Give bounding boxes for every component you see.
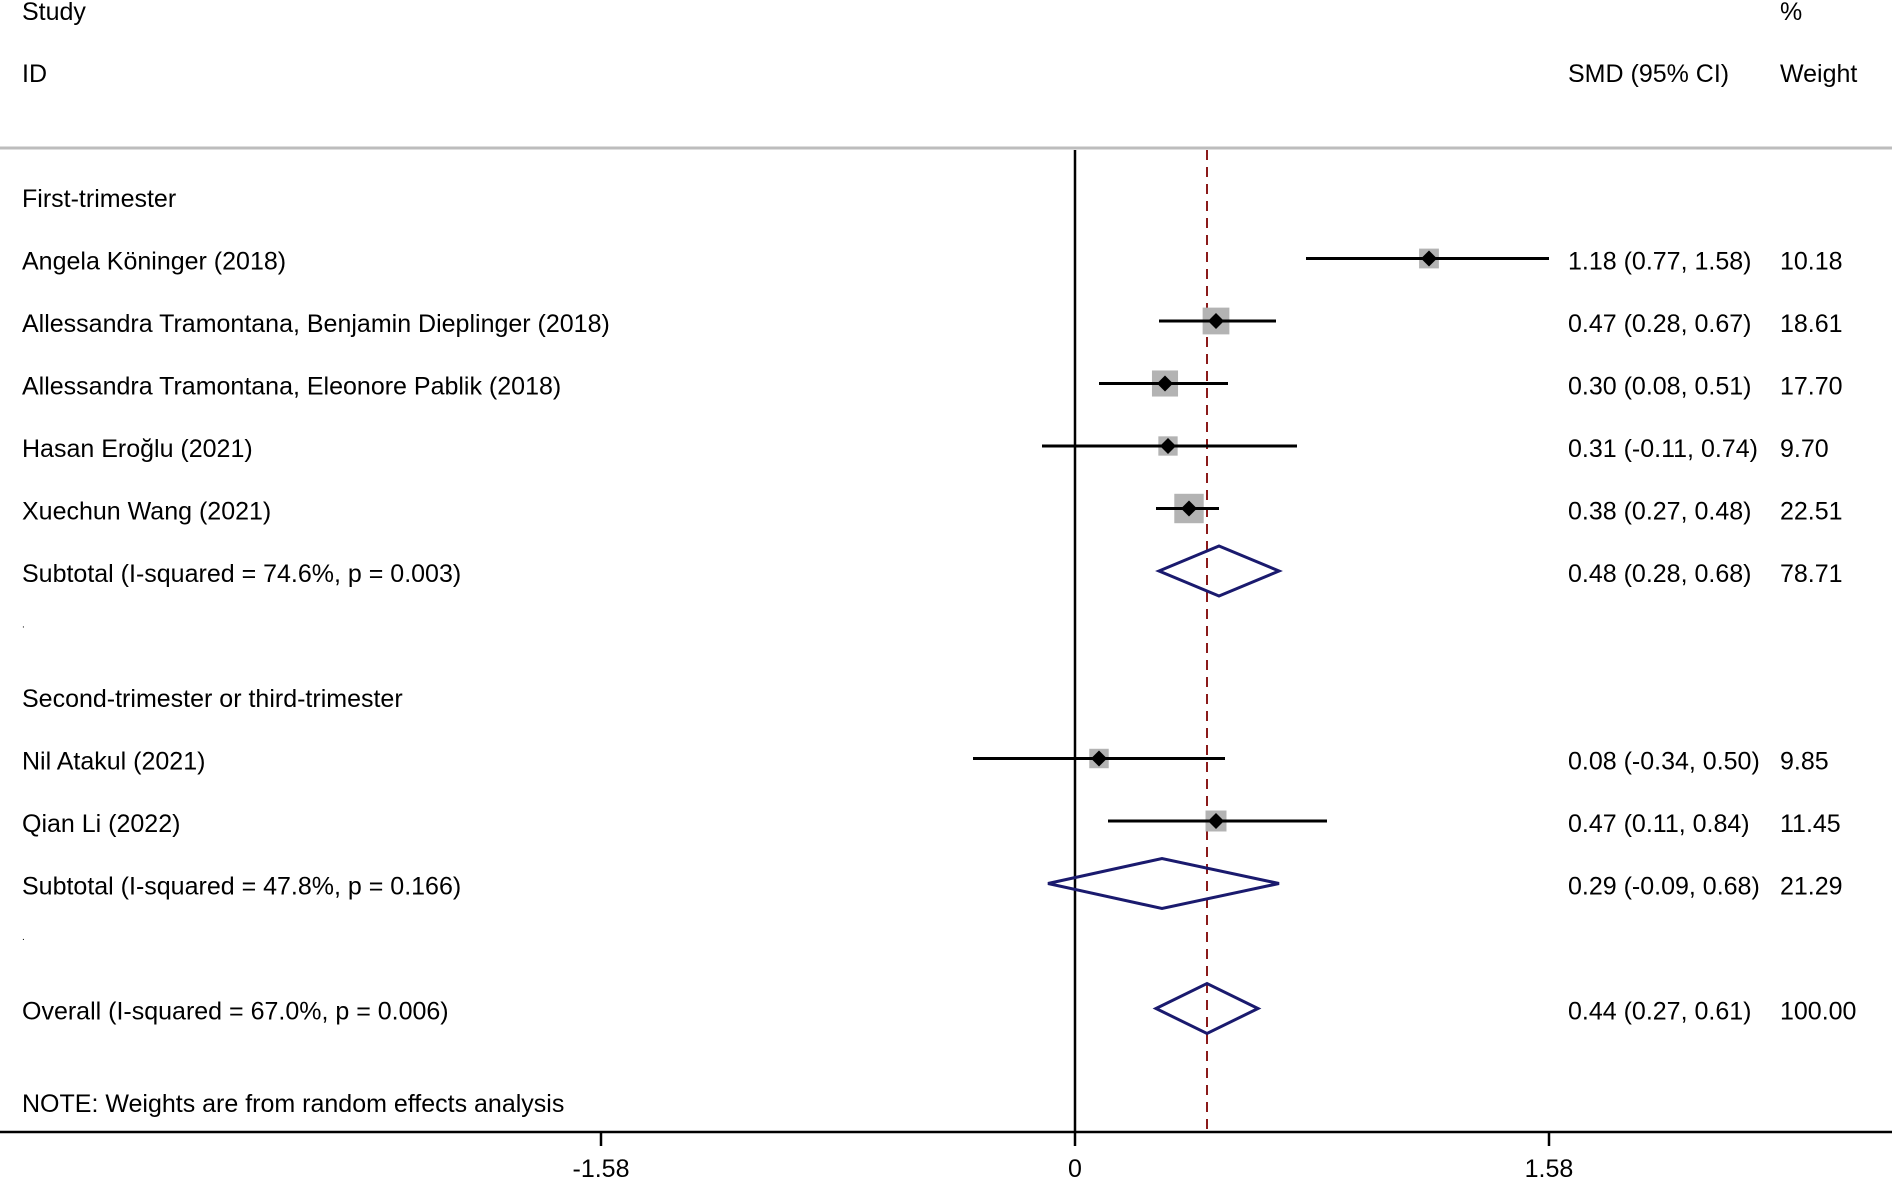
- weight-text: 9.70: [1780, 435, 1829, 463]
- weight-text: 100.00: [1780, 998, 1856, 1026]
- weight-text: 10.18: [1780, 248, 1843, 276]
- study-label: Qian Li (2022): [22, 810, 180, 838]
- header-id-label: ID: [22, 60, 47, 88]
- study-label: Hasan Eroğlu (2021): [22, 435, 253, 463]
- study-label: Nil Atakul (2021): [22, 748, 205, 776]
- overall-diamond: [1152, 981, 1262, 1036]
- header-study-label: Study: [22, 0, 86, 26]
- weight-text: 18.61: [1780, 310, 1843, 338]
- point-estimate-marker: [1091, 750, 1107, 767]
- subtotal-label: Subtotal (I-squared = 47.8%, p = 0.166): [22, 873, 461, 901]
- subtotal-diamond: [1155, 544, 1283, 598]
- x-tick-label: 1.58: [1525, 1155, 1574, 1183]
- row-separator-dot: .: [22, 932, 25, 943]
- point-estimate-marker: [1421, 250, 1437, 267]
- weight-text: 21.29: [1780, 873, 1843, 901]
- effect-ci-text: 0.08 (-0.34, 0.50): [1568, 748, 1760, 776]
- effect-ci-text: 0.44 (0.27, 0.61): [1568, 998, 1751, 1026]
- subtotal-label: Subtotal (I-squared = 74.6%, p = 0.003): [22, 560, 461, 588]
- effect-ci-text: 1.18 (0.77, 1.58): [1568, 248, 1751, 276]
- weight-text: 78.71: [1780, 560, 1843, 588]
- weight-text: 9.85: [1780, 748, 1829, 776]
- overall-label: Overall (I-squared = 67.0%, p = 0.006): [22, 998, 449, 1026]
- study-label: Xuechun Wang (2021): [22, 498, 271, 526]
- effect-ci-text: 0.38 (0.27, 0.48): [1568, 498, 1751, 526]
- study-label: Allessandra Tramontana, Eleonore Pablik …: [22, 373, 561, 401]
- x-tick-label: -1.58: [573, 1155, 630, 1183]
- effect-ci-text: 0.29 (-0.09, 0.68): [1568, 873, 1760, 901]
- weight-text: 11.45: [1780, 810, 1841, 838]
- point-estimate-marker: [1208, 813, 1224, 829]
- note-text: NOTE: Weights are from random effects an…: [22, 1090, 564, 1118]
- header-percent-label: %: [1780, 0, 1802, 26]
- x-axis-ticks: -1.58 0 1.58: [573, 1132, 1574, 1183]
- header-weight-label: Weight: [1780, 60, 1857, 88]
- point-estimate-marker: [1157, 375, 1173, 392]
- weight-text: 17.70: [1780, 373, 1843, 401]
- effect-ci-text: 0.48 (0.28, 0.68): [1568, 560, 1751, 588]
- header-effect-label: SMD (95% CI): [1568, 60, 1729, 88]
- point-estimate-marker: [1208, 313, 1224, 329]
- group-label: First-trimester: [22, 185, 176, 213]
- effect-ci-text: 0.47 (0.28, 0.67): [1568, 310, 1751, 338]
- group-label: Second-trimester or third-trimester: [22, 685, 403, 713]
- study-label: Angela Köninger (2018): [22, 248, 286, 276]
- subtotal-diamond: [1047, 856, 1280, 911]
- x-tick-label: 0: [1068, 1155, 1082, 1183]
- study-label: Allessandra Tramontana, Benjamin Dieplin…: [22, 310, 610, 338]
- forest-rows: First-trimester Angela Köninger (2018) 1.1…: [22, 150, 1856, 1132]
- effect-ci-text: 0.47 (0.11, 0.84): [1568, 810, 1750, 838]
- point-estimate-marker: [1181, 500, 1197, 517]
- effect-ci-text: 0.30 (0.08, 0.51): [1568, 373, 1751, 401]
- weight-text: 22.51: [1780, 498, 1843, 526]
- point-estimate-marker: [1160, 438, 1176, 454]
- effect-ci-text: 0.31 (-0.11, 0.74): [1568, 435, 1758, 463]
- row-separator-dot: .: [22, 620, 25, 631]
